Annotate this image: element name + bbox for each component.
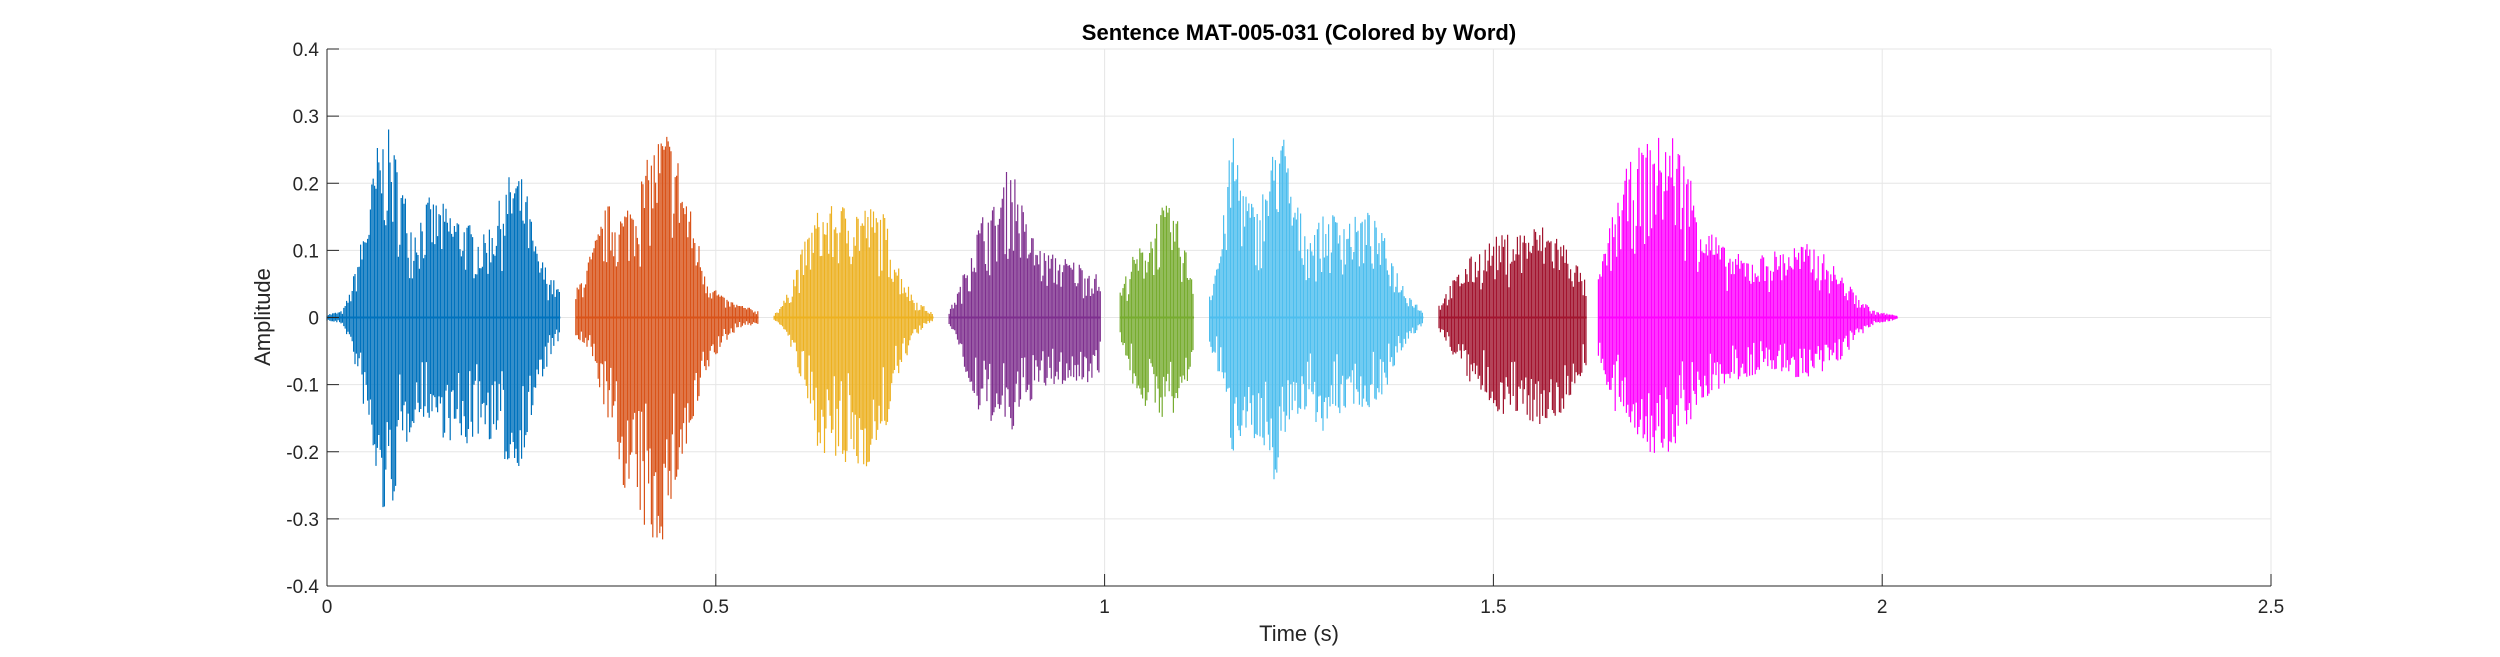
word-waveform-4 [948,172,1101,430]
waveform-trace [773,206,933,467]
x-tick-label: 0 [322,597,333,618]
waveform-trace [1119,205,1194,417]
waveform-series [326,129,1898,540]
y-tick-label: 0.1 [293,241,319,262]
word-waveform-6 [1209,138,1424,480]
word-waveform-2 [575,136,759,540]
y-tick-label: -0.1 [286,376,319,397]
y-tick-label: -0.2 [286,443,319,464]
y-tick-label: -0.3 [286,510,319,531]
word-waveform-7 [1438,227,1587,424]
x-tick-label: 1 [1099,597,1110,618]
x-tick-label: 2 [1877,597,1888,618]
word-waveform-8 [1597,137,1898,453]
y-axis-ticks: 0.4 0.3 0.2 0.1 0 -0.1 -0.2 -0.3 -0.4 [286,40,339,598]
y-tick-label: 0.4 [293,40,320,61]
x-tick-label: 1.5 [1480,597,1506,618]
y-tick-label: 0.2 [293,174,319,195]
word-waveform-3 [773,206,934,467]
y-tick-label: 0.3 [293,107,319,128]
y-tick-label: -0.4 [286,577,319,598]
x-tick-label: 2.5 [2258,597,2284,618]
y-axis-label: Amplitude [250,268,275,366]
y-tick-label: 0 [308,309,319,330]
chart-title: Sentence MAT-005-031 (Colored by Word) [1082,20,1516,45]
x-axis-ticks: 0 0.5 1 1.5 2 2.5 [322,574,2284,618]
x-tick-label: 0.5 [703,597,729,618]
x-axis-label: Time (s) [1259,621,1339,646]
word-waveform-5 [1119,205,1195,417]
